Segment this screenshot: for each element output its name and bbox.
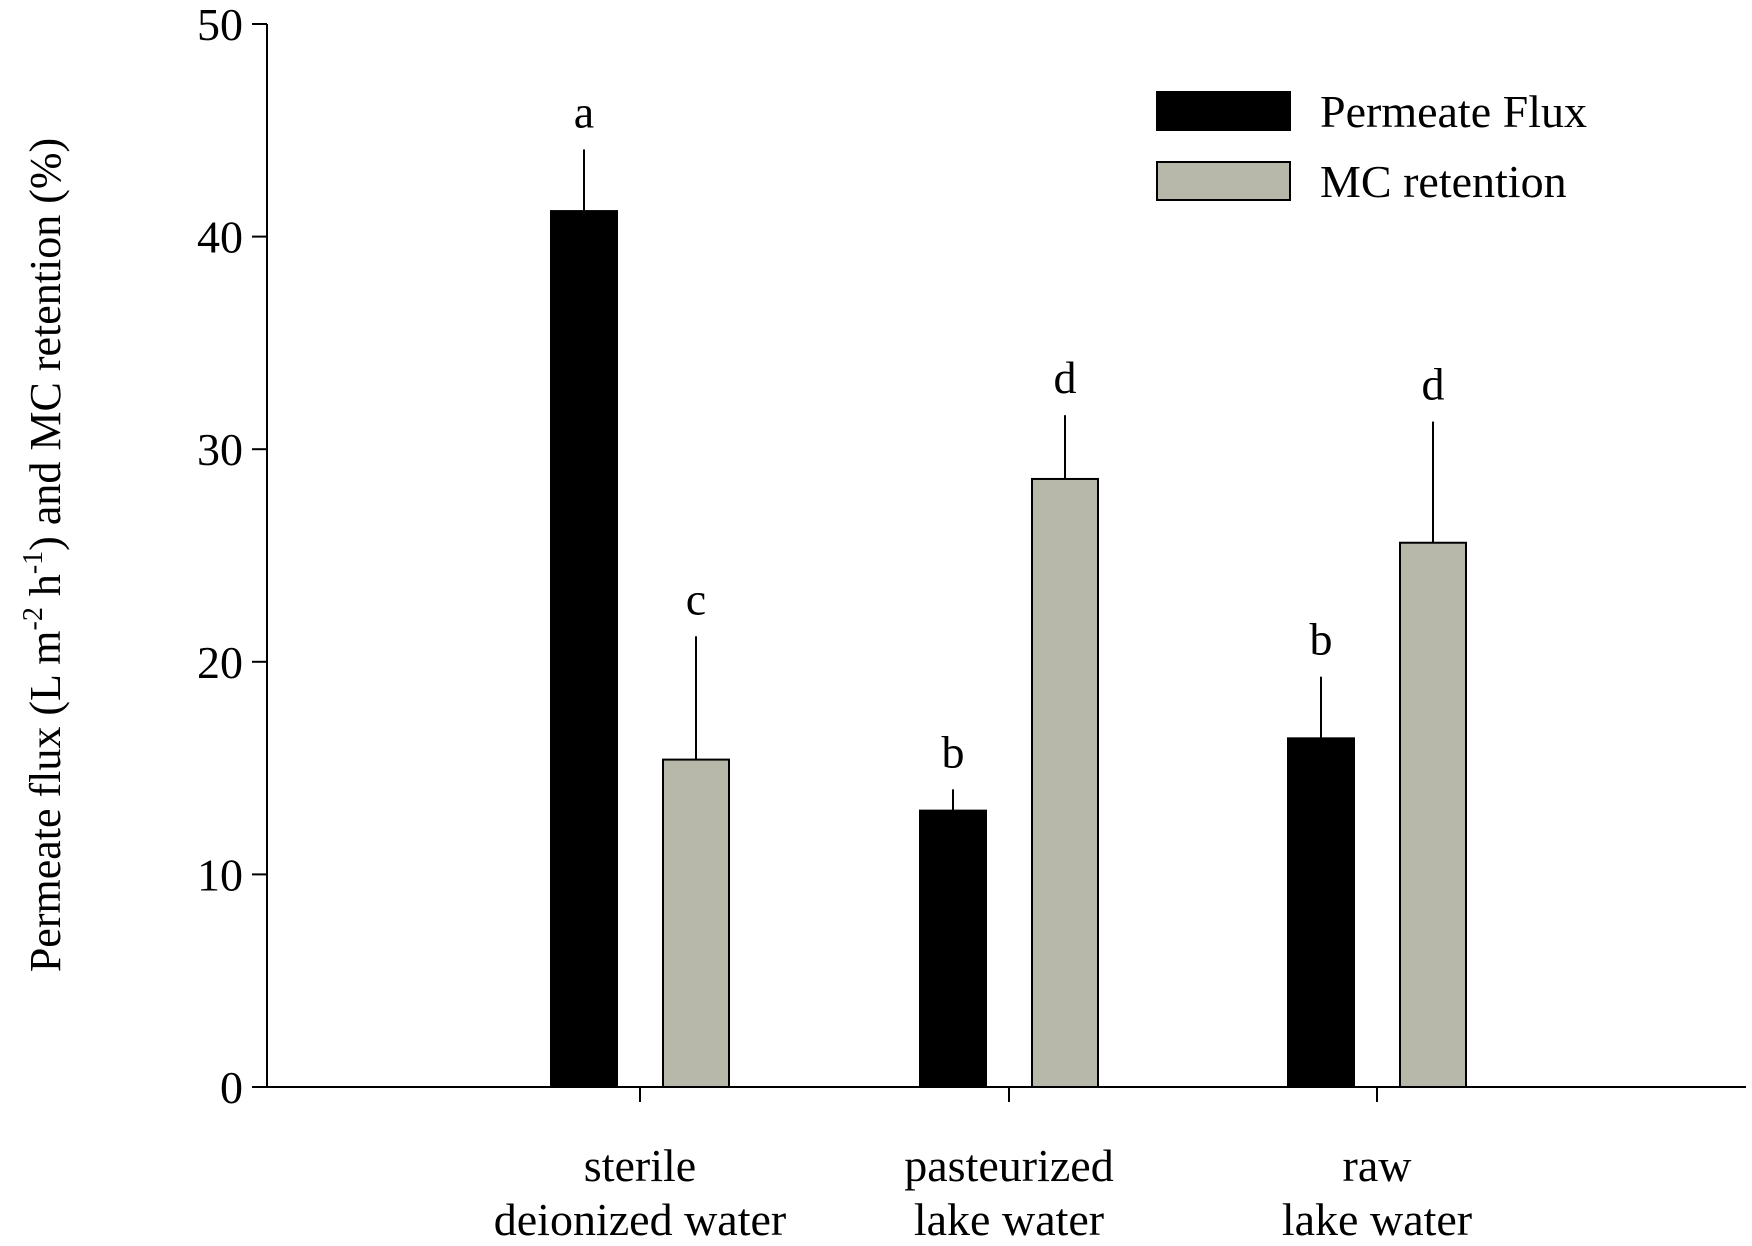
significance-letter: d xyxy=(1422,359,1445,410)
category-label: deionized water xyxy=(494,1194,786,1245)
bar-mc-retention xyxy=(1399,541,1467,1088)
category-label: lake water xyxy=(1282,1194,1472,1245)
bar-mc-retention xyxy=(662,758,730,1088)
category-label: pasteurized xyxy=(904,1140,1113,1191)
significance-letter: a xyxy=(574,86,594,137)
bar-permeate-flux xyxy=(550,210,618,1088)
significance-labels: a b b c d d xyxy=(574,86,1445,777)
bar-mc-retention xyxy=(1031,477,1099,1088)
category-label: raw xyxy=(1343,1140,1413,1191)
significance-letter: d xyxy=(1054,352,1077,403)
axes xyxy=(266,24,1746,1088)
y-tick-label: 0 xyxy=(220,1062,243,1113)
significance-letter: b xyxy=(1310,614,1333,665)
legend: Permeate Flux MC retention xyxy=(1156,86,1587,207)
legend-label: MC retention xyxy=(1320,156,1567,207)
category-label: lake water xyxy=(914,1194,1104,1245)
y-tick-label: 10 xyxy=(197,849,243,900)
significance-letter: b xyxy=(942,726,965,777)
error-bars xyxy=(583,149,1434,811)
bar-permeate-flux xyxy=(919,809,987,1088)
bar-permeate-flux xyxy=(1287,737,1355,1088)
y-tick-label: 20 xyxy=(197,637,243,688)
y-tick-label: 40 xyxy=(197,212,243,263)
legend-swatch xyxy=(1156,161,1291,201)
category-label: sterile xyxy=(584,1140,696,1191)
legend-swatch xyxy=(1156,91,1291,131)
y-tick-label: 30 xyxy=(197,424,243,475)
y-ticks: 0 10 20 30 40 50 xyxy=(197,0,267,1113)
x-ticks xyxy=(639,1087,1378,1102)
legend-label: Permeate Flux xyxy=(1320,86,1587,137)
y-tick-label: 50 xyxy=(197,0,243,50)
significance-letter: c xyxy=(686,573,706,624)
bars xyxy=(550,210,1467,1088)
y-axis-title: Permeate flux (L m-2 h-1) and MC retenti… xyxy=(18,138,70,972)
